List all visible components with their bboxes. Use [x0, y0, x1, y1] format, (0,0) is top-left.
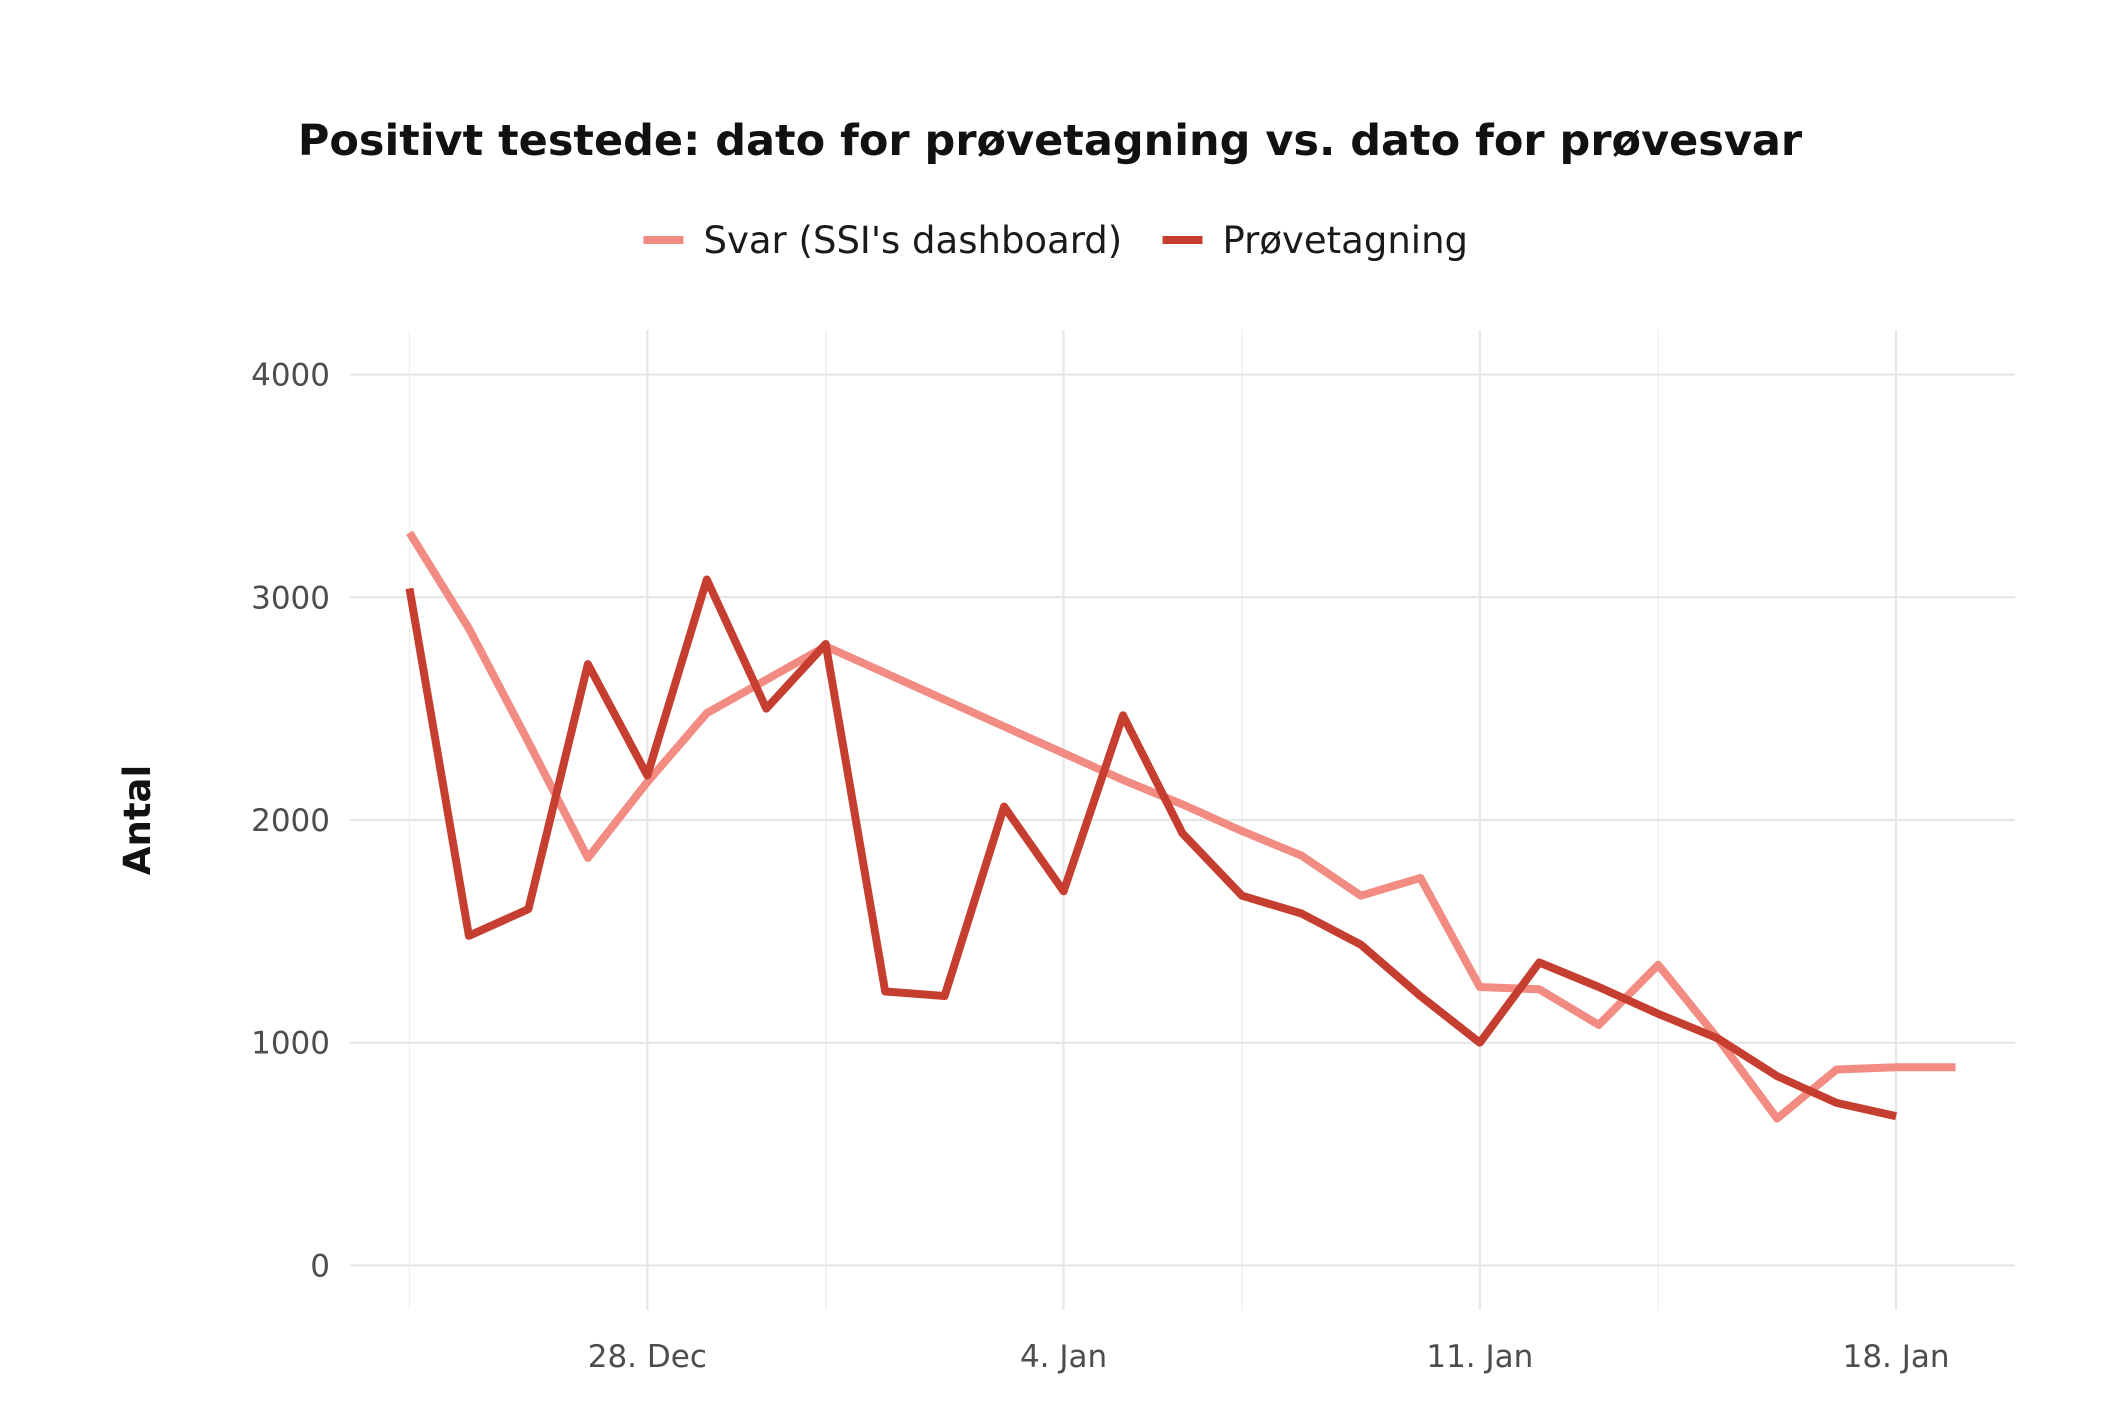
x-tick-label: 28. Dec: [588, 1339, 707, 1375]
y-tick-label: 0: [310, 1248, 330, 1284]
x-tick-label: 4. Jan: [1020, 1339, 1107, 1375]
y-tick-label: 3000: [251, 580, 330, 616]
series-line-2: [405, 575, 1897, 1121]
y-tick-label: 4000: [251, 358, 330, 394]
series-layer: [405, 530, 1956, 1123]
series-line-1: [406, 530, 1956, 1123]
y-tick-label: 1000: [251, 1026, 330, 1062]
x-tick-label: 18. Jan: [1843, 1339, 1950, 1375]
legend: Svar (SSI's dashboard) Prøvetagning: [643, 219, 1469, 262]
x-tick-label: 11. Jan: [1426, 1339, 1533, 1375]
x-axis-ticks: 28. Dec 4. Jan 11. Jan 18. Jan: [588, 1339, 1950, 1375]
legend-label-2: Prøvetagning: [1223, 219, 1469, 262]
chart-title: Positivt testede: dato for prøvetagning …: [298, 116, 1803, 166]
major-gridlines: [350, 330, 2015, 1310]
y-axis-ticks: 0 1000 2000 3000 4000: [251, 358, 330, 1285]
y-axis-title: Antal: [116, 765, 159, 875]
legend-label-1: Svar (SSI's dashboard): [704, 219, 1123, 262]
y-tick-label: 2000: [251, 803, 330, 839]
